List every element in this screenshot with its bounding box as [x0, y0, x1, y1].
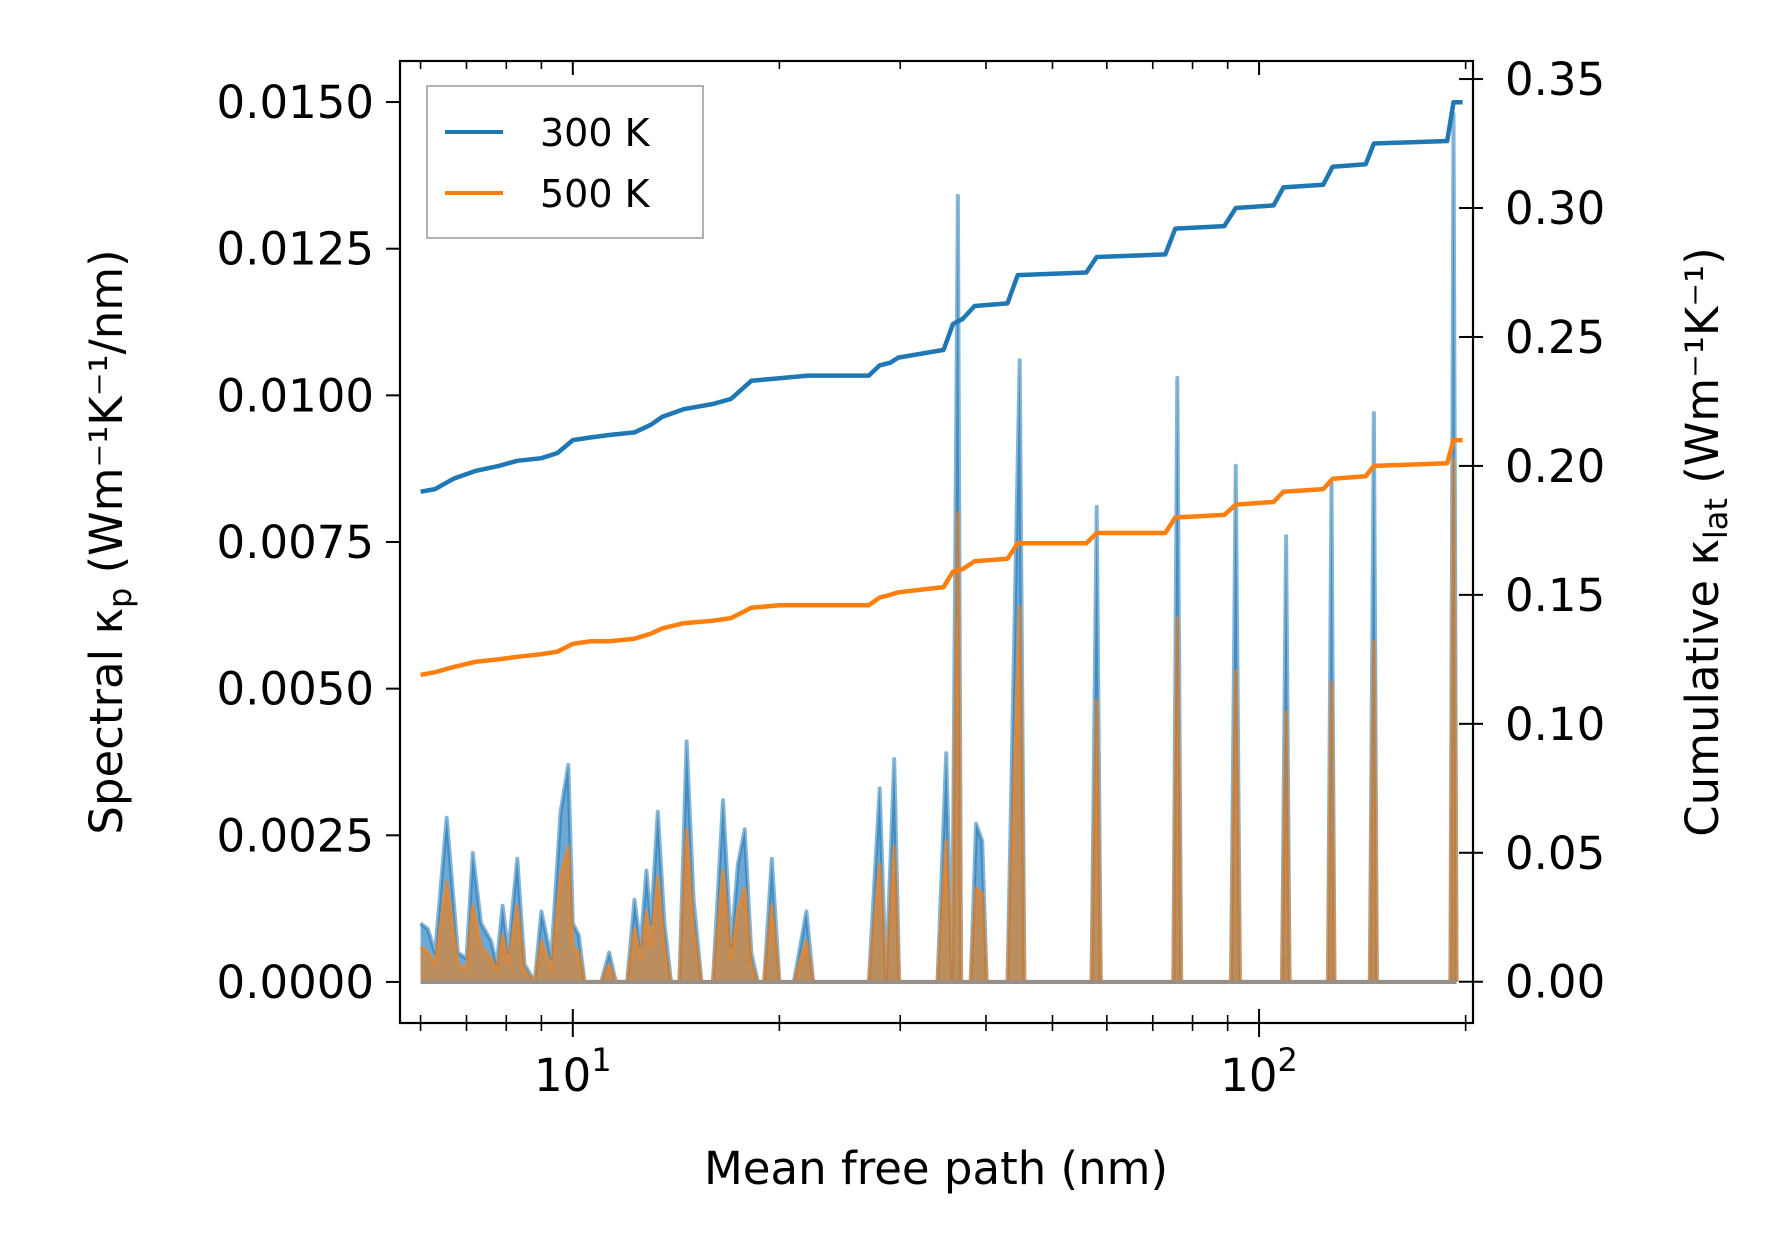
y-right-tick-label: 0.30 [1505, 182, 1605, 235]
y-right-tick-label: 0.10 [1505, 698, 1605, 751]
cumulative-line-500k [420, 437, 1463, 678]
y-axis-label-right: Cumulative κlat (Wm⁻¹K⁻¹) [1676, 247, 1735, 837]
y-right-tick-label: 0.00 [1505, 956, 1605, 1009]
cumulative-line-300k [420, 100, 1463, 494]
plot-area [419, 100, 1463, 984]
legend-label-500k: 500 K [540, 172, 651, 216]
y-left-tick-label: 0.0150 [217, 76, 374, 129]
x-tick-label: 102 [1220, 1041, 1298, 1102]
y-left-tick-label: 0.0075 [217, 516, 374, 569]
y-right-label-sub: lat [1697, 498, 1735, 539]
y-right-tick-label: 0.20 [1505, 440, 1605, 493]
y-left-label-sub: p [101, 588, 139, 608]
legend: 300 K 500 K [426, 85, 704, 239]
y-left-label-units: (Wm⁻¹K⁻¹/nm) [80, 249, 133, 587]
y-left-tick-label: 0.0000 [217, 956, 374, 1009]
x-tick-label: 101 [534, 1041, 612, 1102]
y-left-tick-label: 0.0025 [217, 809, 374, 862]
y-axis-label-left: Spectral κp (Wm⁻¹K⁻¹/nm) [80, 249, 139, 834]
y-left-tick-label: 0.0125 [217, 223, 374, 276]
y-right-label-units: (Wm⁻¹K⁻¹) [1676, 247, 1729, 498]
y-right-tick-label: 0.35 [1505, 53, 1605, 106]
y-left-tick-label: 0.0100 [217, 369, 374, 422]
y-right-tick-label: 0.25 [1505, 311, 1605, 364]
y-right-tick-label: 0.15 [1505, 569, 1605, 622]
x-axis-label: Mean free path (nm) [704, 1142, 1168, 1195]
legend-label-300k: 300 K [540, 111, 651, 155]
axis-ticks: 0.0000 0.0025 0.0050 0.0075 0.0100 0.0125 0.01… [217, 53, 1606, 1102]
y-left-label-main: Spectral κ [80, 608, 133, 835]
y-right-tick-label: 0.05 [1505, 827, 1605, 880]
y-right-label-main: Cumulative κ [1676, 539, 1729, 837]
legend-frame [426, 85, 704, 239]
y-left-tick-label: 0.0050 [217, 663, 374, 716]
